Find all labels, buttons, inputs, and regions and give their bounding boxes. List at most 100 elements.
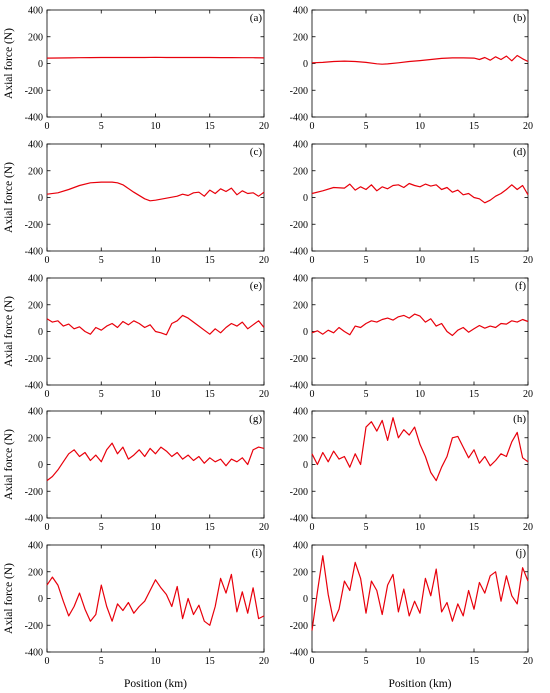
plot-frame xyxy=(46,410,265,519)
series-line xyxy=(46,314,265,336)
y-tick-label: 200 xyxy=(293,166,308,177)
y-tick-label: -200 xyxy=(25,220,43,231)
panel-label: (e) xyxy=(250,280,263,292)
x-tick-label: 15 xyxy=(469,656,479,667)
y-tick-label: 200 xyxy=(28,567,43,578)
y-tick-label: 400 xyxy=(28,274,43,285)
y-tick-label: 400 xyxy=(28,6,43,17)
x-tick-label: 5 xyxy=(99,255,104,266)
x-tick-label: 10 xyxy=(151,121,161,132)
y-tick-label: 0 xyxy=(303,59,308,70)
y-tick-label: 400 xyxy=(293,274,308,285)
y-tick-label: -200 xyxy=(25,621,43,632)
x-tick-label: 5 xyxy=(364,121,369,132)
y-tick-label: -200 xyxy=(25,487,43,498)
x-tick-label: 15 xyxy=(205,389,215,400)
x-tick-label: 5 xyxy=(99,389,104,400)
y-tick-label: -400 xyxy=(25,247,43,258)
panel-label: (a) xyxy=(250,12,263,24)
x-tick-label: 10 xyxy=(415,389,425,400)
y-tick-label: 0 xyxy=(38,327,43,338)
y-tick-label: -400 xyxy=(25,113,43,124)
x-tick-label: 20 xyxy=(523,255,533,266)
x-tick-label: 20 xyxy=(523,121,533,132)
x-tick-label: 20 xyxy=(523,656,533,667)
plot-frame xyxy=(46,143,265,252)
y-tick-label: 0 xyxy=(303,460,308,471)
x-tick-label: 10 xyxy=(151,255,161,266)
y-tick-label: 0 xyxy=(303,327,308,338)
x-tick-label: 0 xyxy=(310,121,315,132)
x-tick-label: 10 xyxy=(415,255,425,266)
plot-frame xyxy=(311,9,529,118)
x-tick-label: 10 xyxy=(151,656,161,667)
y-axis-title: Axial force (N) xyxy=(3,296,15,367)
y-tick-label: -400 xyxy=(290,247,308,258)
panel-label: (g) xyxy=(249,413,262,425)
y-tick-label: -200 xyxy=(25,86,43,97)
chart-panel: -400 -200 0 200 400 0 5 10 15 20 (b) xyxy=(290,6,533,133)
x-tick-label: 15 xyxy=(469,121,479,132)
series-line xyxy=(311,313,529,337)
x-tick-label: 20 xyxy=(259,255,269,266)
y-tick-label: -200 xyxy=(290,354,308,365)
series-line xyxy=(46,56,265,59)
chart-panel: -400 -200 0 200 400 0 5 10 15 20 (i) xyxy=(25,541,269,668)
x-tick-label: 15 xyxy=(469,522,479,533)
x-tick-label: 15 xyxy=(205,121,215,132)
y-axis-title: Axial force (N) xyxy=(3,28,15,99)
x-tick-label: 5 xyxy=(99,522,104,533)
x-tick-label: 20 xyxy=(259,656,269,667)
plot-frame xyxy=(46,544,265,653)
y-tick-label: -400 xyxy=(25,381,43,392)
y-tick-label: -200 xyxy=(290,86,308,97)
x-tick-label: 5 xyxy=(99,121,104,132)
y-tick-label: 200 xyxy=(28,300,43,311)
x-tick-label: 5 xyxy=(364,522,369,533)
x-axis-title: Position (km) xyxy=(389,678,452,690)
plot-frame xyxy=(46,9,265,118)
y-tick-label: -400 xyxy=(290,113,308,124)
panel-label: (d) xyxy=(513,146,526,158)
x-tick-label: 5 xyxy=(99,656,104,667)
x-tick-label: 10 xyxy=(151,389,161,400)
x-tick-label: 0 xyxy=(45,255,50,266)
panel-label: (b) xyxy=(513,12,526,24)
series-line xyxy=(46,442,265,482)
chart-panel: -400 -200 0 200 400 0 5 10 15 20 (d) xyxy=(290,140,533,267)
y-tick-label: 400 xyxy=(293,541,308,552)
panel-label: (j) xyxy=(516,547,527,559)
x-tick-label: 0 xyxy=(45,121,50,132)
x-tick-label: 5 xyxy=(364,389,369,400)
y-tick-label: -200 xyxy=(290,220,308,231)
x-tick-label: 20 xyxy=(259,522,269,533)
x-tick-label: 5 xyxy=(364,656,369,667)
series-line xyxy=(311,555,529,631)
x-tick-label: 20 xyxy=(259,389,269,400)
y-tick-label: 200 xyxy=(293,433,308,444)
series-line xyxy=(311,182,529,204)
y-axis-title: Axial force (N) xyxy=(3,162,15,233)
chart-panel: -400 -200 0 200 400 0 5 10 15 20 (e) xyxy=(25,274,269,401)
x-tick-label: 10 xyxy=(415,121,425,132)
x-tick-label: 15 xyxy=(469,255,479,266)
y-tick-label: -200 xyxy=(290,487,308,498)
y-axis-title: Axial force (N) xyxy=(3,563,15,634)
panel-label: (h) xyxy=(513,413,526,425)
panel-label: (i) xyxy=(252,547,263,559)
x-tick-label: 10 xyxy=(415,656,425,667)
series-line xyxy=(46,181,265,202)
x-axis-title: Position (km) xyxy=(124,678,187,690)
series-line xyxy=(311,417,529,482)
y-tick-label: -400 xyxy=(290,381,308,392)
chart-panel: -400 -200 0 200 400 0 5 10 15 20 (g) xyxy=(25,407,269,534)
chart-panel: -400 -200 0 200 400 0 5 10 15 20 (j) xyxy=(290,541,533,668)
x-tick-label: 0 xyxy=(310,389,315,400)
x-tick-label: 15 xyxy=(205,255,215,266)
plot-frame xyxy=(311,143,529,252)
panel-label: (f) xyxy=(515,280,526,292)
y-tick-label: 0 xyxy=(303,193,308,204)
x-tick-label: 0 xyxy=(310,656,315,667)
y-tick-label: -400 xyxy=(25,648,43,659)
